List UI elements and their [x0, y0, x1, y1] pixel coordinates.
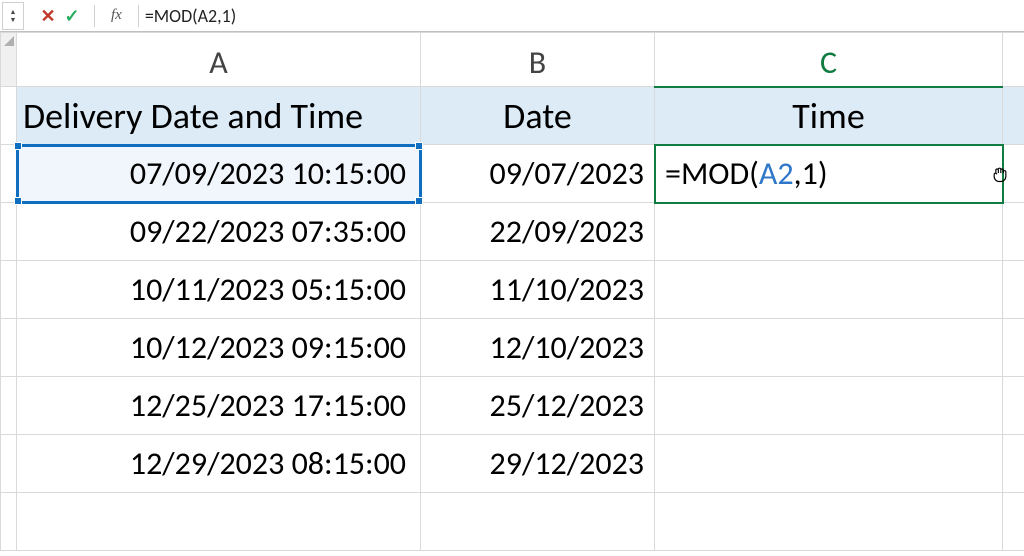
cell-b5[interactable]: 12/10/2023 [421, 319, 655, 377]
column-header-c[interactable]: C [655, 33, 1003, 87]
row-header[interactable] [1, 203, 17, 261]
row-header[interactable] [1, 377, 17, 435]
spreadsheet-grid: A B C Delivery Date and Time Date Time 0… [0, 32, 1024, 551]
cell-c6[interactable] [655, 377, 1003, 435]
cell-a6[interactable]: 12/25/2023 17:15:00 [17, 377, 421, 435]
formula-prefix: =MOD( [665, 154, 759, 193]
name-box-spinner[interactable]: ▲ ▼ [2, 2, 24, 30]
table-row: 09/22/2023 07:35:00 22/09/2023 [1, 203, 1024, 261]
cell-empty[interactable] [655, 493, 1003, 551]
confirm-icon[interactable]: ✓ [60, 5, 84, 27]
spinner-down-icon[interactable]: ▼ [10, 16, 17, 24]
cell[interactable] [1003, 203, 1024, 261]
header-cell-c[interactable]: Time [655, 87, 1003, 145]
cell-c7[interactable] [655, 435, 1003, 493]
cell-a2[interactable]: 07/09/2023 10:15:00 [17, 145, 421, 203]
cell-a7[interactable]: 12/29/2023 08:15:00 [17, 435, 421, 493]
table-row: 12/25/2023 17:15:00 25/12/2023 [1, 377, 1024, 435]
cell-a4[interactable]: 10/11/2023 05:15:00 [17, 261, 421, 319]
cell-a3[interactable]: 09/22/2023 07:35:00 [17, 203, 421, 261]
cell-c3[interactable] [655, 203, 1003, 261]
formula-input[interactable]: =MOD(A2,1) [145, 5, 236, 27]
cell[interactable] [1003, 493, 1024, 551]
cancel-icon[interactable]: ✕ [36, 5, 60, 27]
column-header-d[interactable] [1003, 33, 1024, 87]
cell[interactable] [1003, 319, 1024, 377]
divider [138, 5, 139, 27]
table-row: 10/12/2023 09:15:00 12/10/2023 [1, 319, 1024, 377]
row-header[interactable] [1, 493, 17, 551]
table-row: 12/29/2023 08:15:00 29/12/2023 [1, 435, 1024, 493]
column-header-row: A B C [1, 33, 1024, 87]
table-row: 10/11/2023 05:15:00 11/10/2023 [1, 261, 1024, 319]
formula-cellref: A2 [759, 154, 794, 193]
column-header-a[interactable]: A [17, 33, 421, 87]
cell[interactable] [1003, 435, 1024, 493]
table-row [1, 493, 1024, 551]
cell[interactable] [1003, 145, 1024, 203]
row-header[interactable] [1, 145, 17, 203]
cell-b7[interactable]: 29/12/2023 [421, 435, 655, 493]
cell-c4[interactable] [655, 261, 1003, 319]
cell-b6[interactable]: 25/12/2023 [421, 377, 655, 435]
range-handle-icon[interactable] [14, 142, 22, 150]
formula-suffix: ,1) [794, 154, 828, 193]
cell[interactable] [1003, 87, 1024, 145]
row-header[interactable] [1, 261, 17, 319]
row-header[interactable] [1, 435, 17, 493]
cell-c5[interactable] [655, 319, 1003, 377]
cell-empty[interactable] [17, 493, 421, 551]
formula-bar: ▲ ▼ ✕ ✓ fx =MOD(A2,1) [0, 0, 1024, 32]
grid-table: A B C Delivery Date and Time Date Time 0… [0, 32, 1024, 551]
divider [94, 5, 95, 27]
cell-value: 07/09/2023 10:15:00 [130, 154, 406, 193]
fx-label[interactable]: fx [111, 7, 122, 24]
cell-empty[interactable] [421, 493, 655, 551]
cell-b3[interactable]: 22/09/2023 [421, 203, 655, 261]
header-cell-b[interactable]: Date [421, 87, 655, 145]
table-header-row: Delivery Date and Time Date Time [1, 87, 1024, 145]
cell-b4[interactable]: 11/10/2023 [421, 261, 655, 319]
header-cell-a[interactable]: Delivery Date and Time [17, 87, 421, 145]
cell[interactable] [1003, 261, 1024, 319]
select-all-triangle-icon[interactable] [4, 36, 14, 46]
cell[interactable] [1003, 377, 1024, 435]
row-header[interactable] [1, 319, 17, 377]
row-header[interactable] [1, 87, 17, 145]
column-header-b[interactable]: B [421, 33, 655, 87]
cell-c2-editing[interactable]: =MOD(A2,1) [655, 145, 1003, 203]
cell-b2[interactable]: 09/07/2023 [421, 145, 655, 203]
table-row: 07/09/2023 10:15:00 09/07/2023 =MOD(A2,1… [1, 145, 1024, 203]
cell-a5[interactable]: 10/12/2023 09:15:00 [17, 319, 421, 377]
